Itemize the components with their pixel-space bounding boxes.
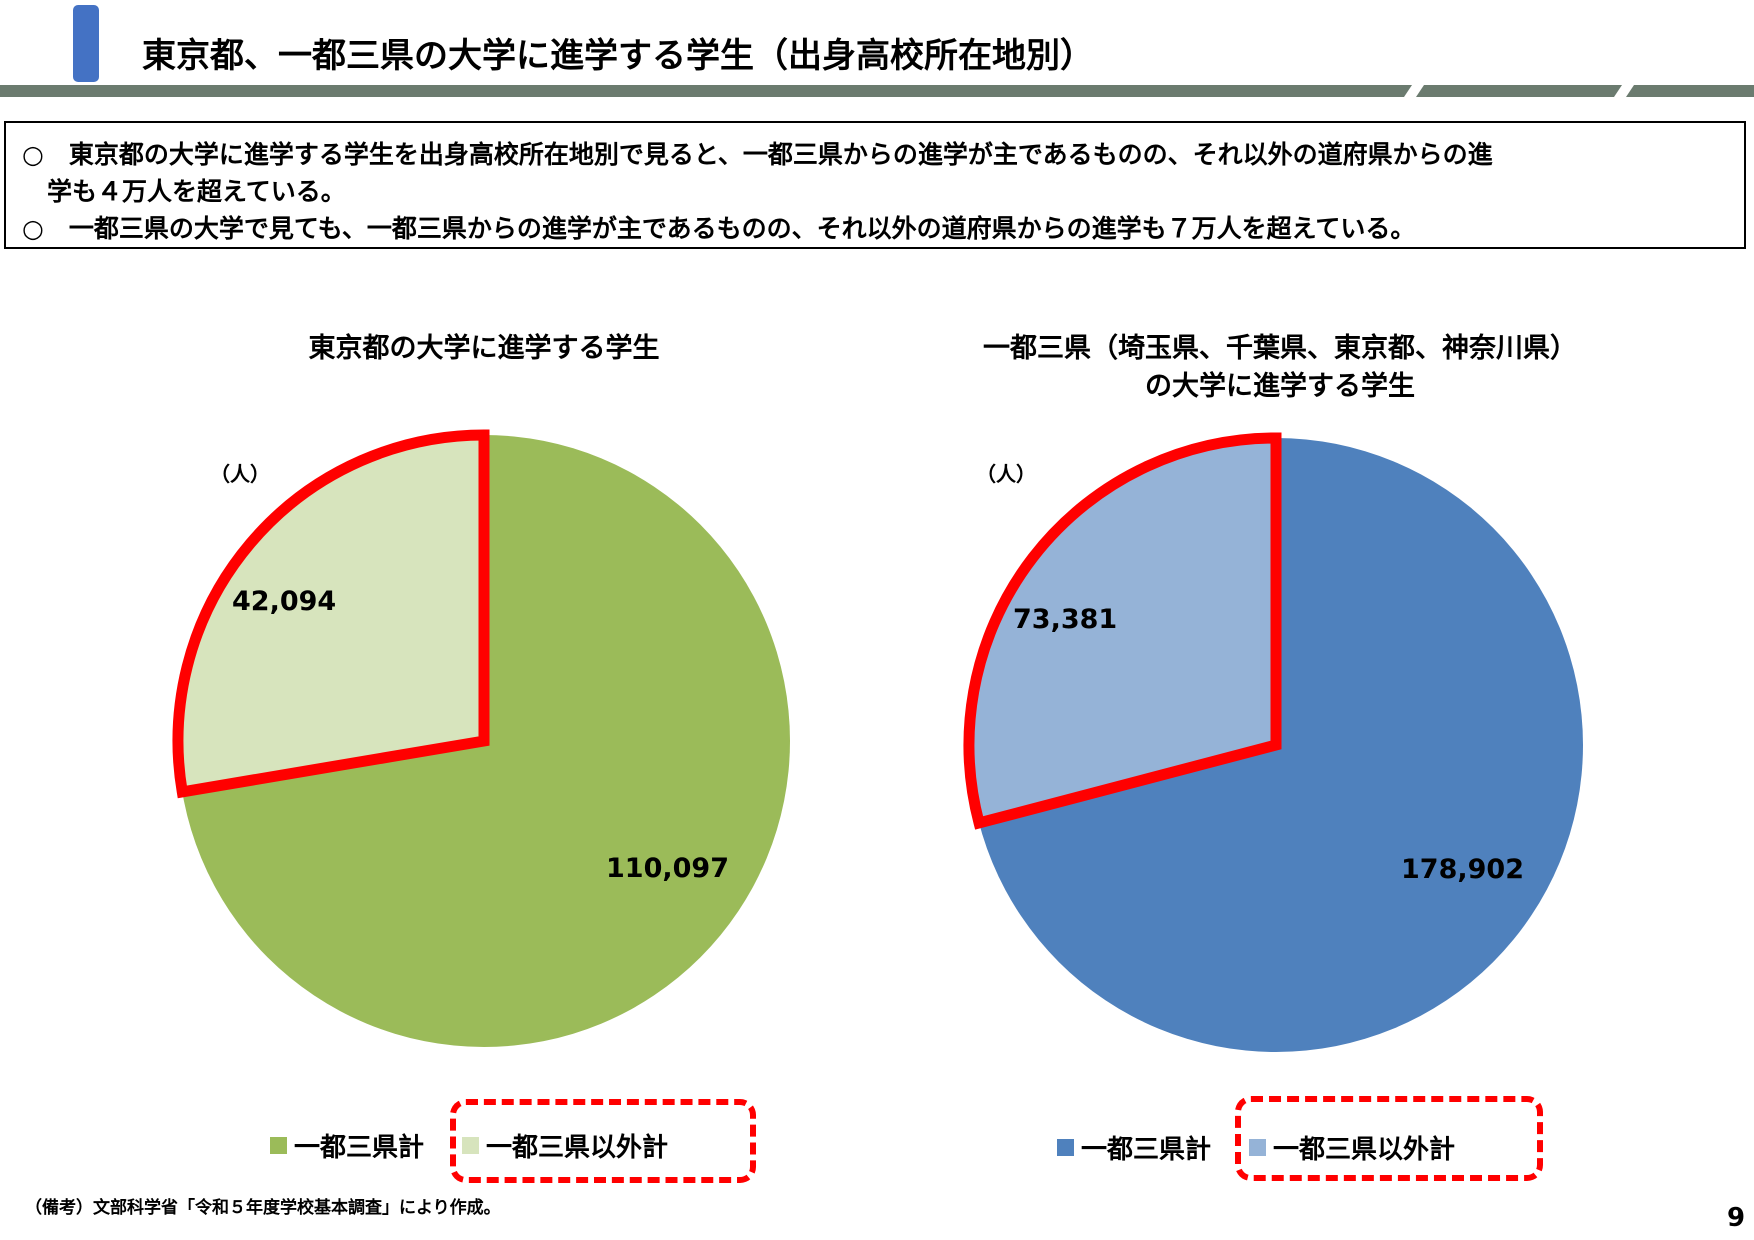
legend-label: 一都三県計 — [294, 1133, 425, 1163]
right-legend: 一都三県計 一都三県以外計 — [1057, 1129, 1455, 1166]
left-legend: 一都三県計 一都三県以外計 — [270, 1127, 668, 1164]
legend-item-metro: 一都三県計 — [1057, 1129, 1211, 1166]
legend-label: 一都三県計 — [1081, 1135, 1212, 1165]
right-chart-unit: （人） — [976, 462, 1036, 486]
legend-swatch-other-icon — [462, 1137, 480, 1154]
right-chart-title-line-2: の大学に進学する学生 — [1145, 371, 1415, 402]
source-note: （備考）文部科学省「令和５年度学校基本調査」により作成。 — [25, 1198, 501, 1218]
left-slice-label-metro: 110,097 — [606, 853, 729, 884]
title-accent-bar — [73, 5, 99, 82]
legend-swatch-metro-icon — [1057, 1139, 1074, 1156]
legend-swatch-metro-icon — [270, 1137, 287, 1154]
legend-item-other: 一都三県以外計 — [462, 1127, 668, 1164]
summary-line-1: ○ 東京都の大学に進学する学生を出身高校所在地別で見ると、一都三県からの進学が主… — [22, 140, 1493, 169]
right-legend-highlight-box — [1235, 1096, 1543, 1181]
legend-swatch-other-icon — [1249, 1139, 1267, 1156]
left-slice-label-other: 42,094 — [232, 586, 337, 617]
legend-item-other: 一都三県以外計 — [1249, 1129, 1455, 1166]
summary-box: ○ 東京都の大学に進学する学生を出身高校所在地別で見ると、一都三県からの進学が主… — [4, 121, 1746, 249]
summary-line-3: ○ 一都三県の大学で見ても、一都三県からの進学が主であるものの、それ以外の道府県… — [22, 214, 1416, 243]
header-rule — [0, 85, 1754, 97]
right-slice-label-metro: 178,902 — [1401, 854, 1524, 885]
right-slice-label-other: 73,381 — [1013, 604, 1118, 635]
left-legend-highlight-box — [450, 1099, 756, 1183]
left-chart-unit: （人） — [210, 462, 270, 486]
summary-line-2: 学も４万人を超えている。 — [22, 177, 346, 206]
legend-item-metro: 一都三県計 — [270, 1127, 424, 1164]
page-number: 9 — [1727, 1203, 1746, 1233]
right-chart-title: 一都三県（埼玉県、千葉県、東京都、神奈川県） の大学に進学する学生 — [920, 330, 1640, 406]
legend-label: 一都三県以外計 — [1273, 1135, 1456, 1165]
legend-label: 一都三県以外計 — [486, 1133, 669, 1163]
right-chart-title-line-1: 一都三県（埼玉県、千葉県、東京都、神奈川県） — [983, 333, 1577, 364]
page-title: 東京都、一都三県の大学に進学する学生（出身高校所在地別） — [142, 36, 1094, 76]
left-chart-title: 東京都の大学に進学する学生 — [308, 333, 660, 364]
